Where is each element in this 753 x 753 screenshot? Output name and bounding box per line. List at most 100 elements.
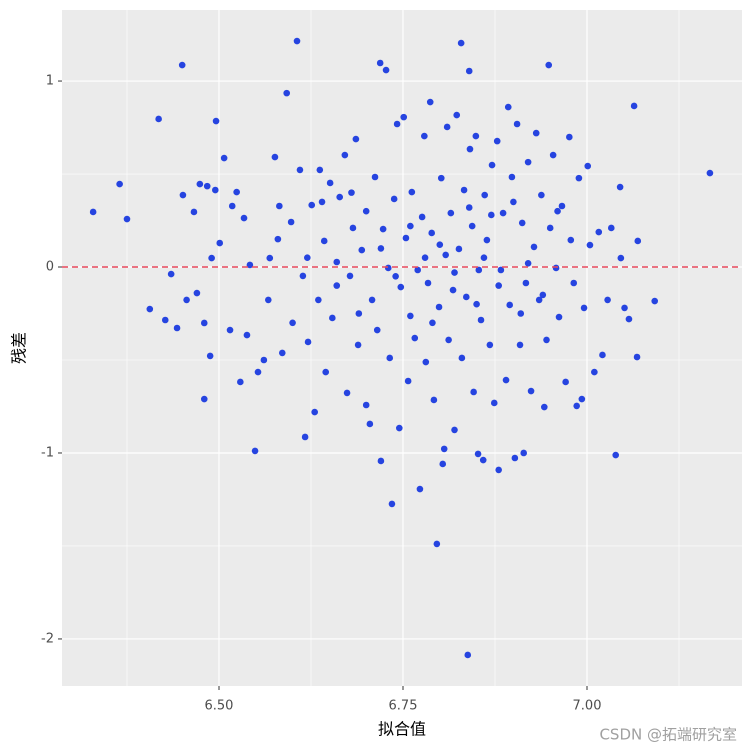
point <box>304 254 311 262</box>
point <box>402 234 410 242</box>
point <box>161 316 169 324</box>
point <box>543 336 550 344</box>
point <box>386 354 394 362</box>
point <box>465 67 473 75</box>
point <box>418 213 426 221</box>
point <box>354 341 362 349</box>
point <box>518 219 526 227</box>
point <box>470 388 477 396</box>
point <box>437 174 445 182</box>
point <box>276 202 283 210</box>
point <box>451 426 458 434</box>
point <box>333 258 341 266</box>
y-axis-label: 残差 <box>10 332 29 364</box>
point <box>336 193 343 201</box>
point <box>616 183 624 191</box>
point <box>206 352 214 360</box>
point <box>167 270 175 278</box>
point <box>552 264 560 272</box>
point <box>243 331 251 339</box>
point <box>271 153 279 161</box>
point <box>220 154 228 162</box>
point <box>474 450 482 458</box>
point <box>516 341 524 349</box>
point <box>373 326 381 334</box>
point <box>421 254 429 262</box>
point <box>510 198 517 206</box>
point <box>320 237 328 245</box>
point <box>524 158 532 166</box>
point <box>278 349 286 357</box>
point <box>706 169 714 177</box>
point <box>212 186 219 194</box>
point <box>349 224 357 232</box>
point <box>421 132 428 140</box>
point <box>612 451 620 459</box>
point <box>541 403 548 411</box>
point <box>455 245 463 253</box>
point <box>200 395 208 403</box>
point <box>326 179 334 187</box>
point <box>346 272 354 280</box>
point <box>522 279 530 287</box>
point <box>377 245 385 252</box>
point <box>246 261 254 269</box>
point <box>517 310 525 317</box>
point <box>532 129 540 137</box>
point <box>591 368 598 376</box>
point <box>377 457 385 465</box>
point <box>451 269 458 276</box>
point <box>493 137 501 145</box>
point <box>397 283 405 291</box>
point <box>400 113 408 121</box>
point <box>193 289 201 297</box>
y-tick-label: -2 <box>41 631 54 646</box>
point <box>502 376 510 384</box>
point <box>475 266 483 274</box>
point <box>311 408 318 416</box>
point <box>483 236 491 244</box>
point <box>535 296 543 304</box>
point <box>368 296 376 304</box>
point <box>447 209 455 217</box>
x-axis-label: 拟合值 <box>378 720 426 739</box>
point <box>407 222 414 230</box>
x-tick-label: 7.00 <box>573 699 602 714</box>
point <box>445 336 452 344</box>
point <box>251 447 259 455</box>
point <box>287 218 295 226</box>
point <box>442 251 449 259</box>
point <box>352 135 360 143</box>
point <box>488 161 496 169</box>
y-tick-label: -1 <box>41 445 54 460</box>
point <box>318 198 326 206</box>
point <box>429 319 436 327</box>
point <box>506 301 514 309</box>
point <box>630 102 638 110</box>
point <box>651 297 659 305</box>
point <box>283 89 291 97</box>
point <box>265 296 272 304</box>
point <box>266 254 274 262</box>
y-tick-label: 1 <box>46 74 54 89</box>
point <box>384 264 392 272</box>
point <box>183 296 190 304</box>
point <box>545 61 553 69</box>
watermark: CSDN @拓端研究室 <box>599 726 737 744</box>
point <box>226 326 234 334</box>
x-tick-label: 6.50 <box>205 699 234 714</box>
point <box>178 61 186 69</box>
point <box>558 202 566 210</box>
point <box>341 151 349 159</box>
point <box>511 454 519 462</box>
point <box>116 180 123 188</box>
point <box>422 358 430 366</box>
point <box>424 279 432 287</box>
point <box>586 241 594 249</box>
point <box>260 356 268 364</box>
point <box>440 445 448 453</box>
point <box>462 293 470 301</box>
point <box>439 460 447 468</box>
point <box>527 387 535 395</box>
